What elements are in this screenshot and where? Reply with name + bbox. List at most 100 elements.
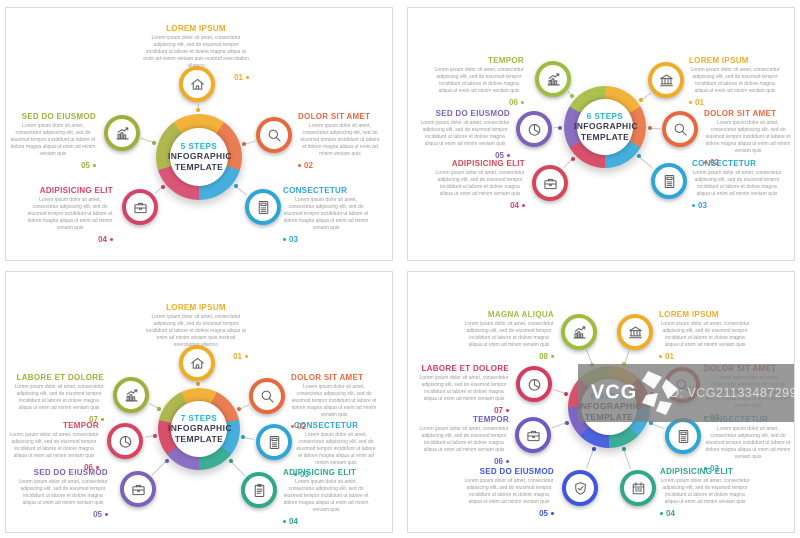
step-number-text: 03 <box>710 464 719 474</box>
step-title: SED DO EIUSMOD <box>21 112 96 121</box>
step-title: LOREM IPSUM <box>166 303 226 312</box>
step-number: 03 <box>294 470 378 479</box>
step-item: TEMPOR Lorem ipsum dolor sit amet, consec… <box>419 415 509 466</box>
step-description: Lorem ipsum dolor sit amet, consectetur … <box>419 426 509 454</box>
step-number-text: 02 <box>710 158 719 168</box>
step-number: 07 <box>14 415 104 424</box>
step-icon-circle <box>516 366 552 402</box>
connector-dot <box>571 157 576 162</box>
step-description: Lorem ipsum dolor sit amet, consectetur … <box>690 67 780 95</box>
puzzle-ring: 7 STEPS INFOGRAPHIC TEMPLATE <box>158 388 240 470</box>
step-number-dot <box>704 161 707 165</box>
step-icon-circle <box>532 165 568 201</box>
step-number: 06 <box>434 98 524 107</box>
step-item: SED DO EIUSMOD Lorem ipsum dolor sit amet… <box>464 467 554 518</box>
step-number-dot <box>101 418 104 422</box>
step-title: TEMPOR <box>62 421 99 430</box>
step-number-text: 03 <box>698 201 707 211</box>
step-title: SED DO EIUSMOD <box>435 109 510 118</box>
step-number-dot <box>245 355 248 359</box>
clipboard-icon <box>254 483 264 497</box>
step-number-text: 05 <box>539 509 548 519</box>
connector-dot <box>152 434 157 439</box>
step-title: LOREM IPSUM <box>659 310 719 319</box>
step-number-text: 05 <box>93 510 102 520</box>
step-item: ADIPISICING ELIT Lorem ipsum dolor sit am… <box>283 468 369 526</box>
step-item: ADIPISICING ELIT Lorem ipsum dolor sit am… <box>27 186 113 244</box>
step-number: 06 <box>9 463 99 472</box>
step-description: Lorem ipsum dolor sit amet, consectetur … <box>705 120 791 155</box>
step-number: 01 <box>144 352 248 361</box>
step-number-text: 01 <box>234 73 243 83</box>
connector-dot <box>195 108 200 113</box>
shield-check-icon <box>574 481 586 495</box>
step-title: CONSECTETUR <box>692 159 757 168</box>
step-number: 04 <box>660 509 750 518</box>
connector-dot <box>622 447 627 452</box>
step-description: Lorem ipsum dolor sit amet, consectetur … <box>705 426 791 461</box>
step-description: Lorem ipsum dolor sit amet, consectetur … <box>692 170 782 198</box>
calculator-icon <box>678 429 688 443</box>
step-icon-circle <box>113 377 149 413</box>
step-item: ADIPISICING ELIT Lorem ipsum dolor sit am… <box>435 159 525 210</box>
step-number-dot <box>506 460 509 464</box>
steps-count-label: 5 STEPS <box>180 141 218 151</box>
step-title: ADIPISICING ELIT <box>660 467 734 476</box>
step-number-text: 05 <box>81 161 90 171</box>
step-number-text: 04 <box>289 517 298 527</box>
bar-chart-icon <box>547 72 560 85</box>
step-icon-circle <box>561 314 597 350</box>
step-number-dot <box>521 101 524 105</box>
step-number-text: 05 <box>495 151 504 161</box>
step-description: Lorem ipsum dolor sit amet, consectetur … <box>283 197 369 232</box>
step-number: 06 <box>419 457 509 466</box>
connector-dot <box>564 420 569 425</box>
step-title: DOLOR SIT AMET <box>291 373 364 382</box>
vcg-pinwheel-logo <box>638 367 680 424</box>
infographic-panel-1: 5 STEPS INFOGRAPHIC TEMPLATE LOREM IPSUM Lo… <box>5 7 393 261</box>
step-number: 05 <box>18 510 108 519</box>
step-icon-circle <box>256 424 292 460</box>
calculator-icon <box>664 174 674 188</box>
briefcase-icon <box>131 484 145 495</box>
step-number: 02 <box>298 161 382 170</box>
step-number: 02 <box>291 422 377 431</box>
connector-line <box>229 461 245 477</box>
step-number-dot <box>93 164 96 168</box>
step-title: LOREM IPSUM <box>689 56 749 65</box>
step-number-dot <box>294 473 297 477</box>
step-number-text: 01 <box>233 352 242 362</box>
step-item: MAGNA ALIQUA Lorem ipsum dolor sit amet, … <box>464 310 554 361</box>
step-item: CONSECTETUR Lorem ipsum dolor sit amet, c… <box>692 159 782 210</box>
connector-dot <box>242 141 247 146</box>
step-number: 01 <box>659 352 751 361</box>
step-item: DOLOR SIT AMET Lorem ipsum dolor sit amet… <box>704 109 792 167</box>
step-description: Lorem ipsum dolor sit amet, consectetur … <box>300 123 380 158</box>
template-title-label: INFOGRAPHIC TEMPLATE <box>168 150 232 172</box>
step-number-dot <box>110 238 113 242</box>
step-number-text: 03 <box>300 470 309 480</box>
step-number: 03 <box>283 235 369 244</box>
step-description: Lorem ipsum dolor sit amet, consectetur … <box>291 384 377 419</box>
connector-dot <box>638 97 643 102</box>
step-number-dot <box>660 512 663 516</box>
step-number-text: 01 <box>665 352 674 362</box>
step-icon-circle <box>562 470 598 506</box>
pie-chart-icon <box>119 435 131 448</box>
step-description: Lorem ipsum dolor sit amet, consectetur … <box>283 479 369 514</box>
step-icon-circle <box>179 66 215 102</box>
steps-count-label: 6 STEPS <box>586 111 624 121</box>
bank-icon <box>659 74 673 86</box>
step-number-text: 03 <box>289 235 298 245</box>
step-icon-circle <box>651 163 687 199</box>
step-title: SED DO EIUSMOD <box>479 467 554 476</box>
calendar-icon <box>632 481 644 494</box>
infographic-panel-2: 6 STEPS INFOGRAPHIC TEMPLATE LOREM IPSUM Lo… <box>407 7 795 261</box>
magnifier-icon <box>268 129 281 142</box>
connector-dot <box>234 183 239 188</box>
template-title-label: INFOGRAPHIC TEMPLATE <box>168 422 232 444</box>
step-number-text: 01 <box>695 98 704 108</box>
